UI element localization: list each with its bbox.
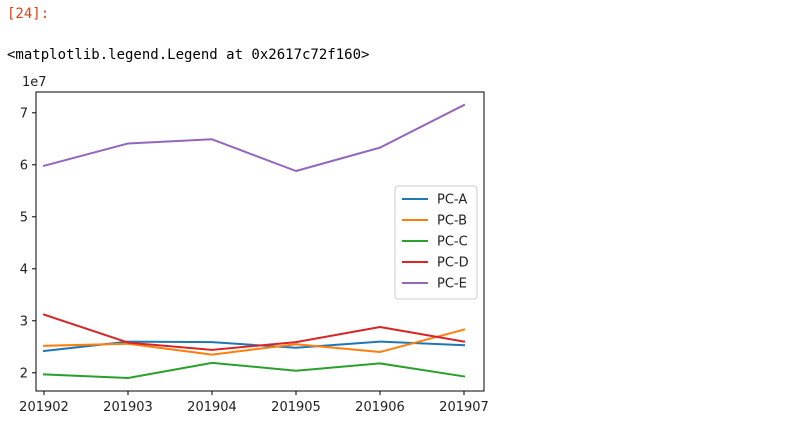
y-tick-label: 5 (20, 210, 28, 225)
legend-label: PC-D (437, 256, 469, 271)
x-tick-label: 201906 (355, 400, 405, 415)
y-tick-label: 6 (20, 158, 28, 173)
execution-prompt: [24]: (7, 6, 50, 22)
series-line-pc-b (42, 328, 466, 356)
x-tick-label: 201903 (103, 400, 153, 415)
y-tick-label: 3 (20, 314, 28, 329)
y-axis: 2 3 4 5 6 7 (20, 106, 36, 381)
legend: PC-A PC-B PC-C PC-D PC-E (394, 185, 478, 300)
legend-label: PC-B (437, 214, 467, 229)
output-repr-text: <matplotlib.legend.Legend at 0x2617c72f1… (7, 47, 370, 63)
series-lines (42, 103, 466, 379)
series-line-pc-c (42, 361, 466, 379)
legend-label: PC-A (437, 193, 467, 208)
y-tick-label: 7 (20, 106, 28, 121)
y-tick-label: 4 (20, 262, 28, 277)
legend-box (394, 185, 478, 300)
x-tick-label: 201902 (19, 400, 69, 415)
x-tick-label: 201905 (271, 400, 321, 415)
x-axis: 201902 201903 201904 201905 201906 201907 (19, 391, 489, 415)
y-offset-label: 1e7 (22, 75, 47, 90)
series-line-pc-d (42, 313, 466, 351)
series-line-pc-e (42, 103, 466, 172)
x-tick-label: 201907 (439, 400, 489, 415)
y-tick-label: 2 (20, 366, 28, 381)
legend-label: PC-C (437, 235, 468, 250)
legend-label: PC-E (437, 277, 467, 292)
x-tick-label: 201904 (187, 400, 237, 415)
